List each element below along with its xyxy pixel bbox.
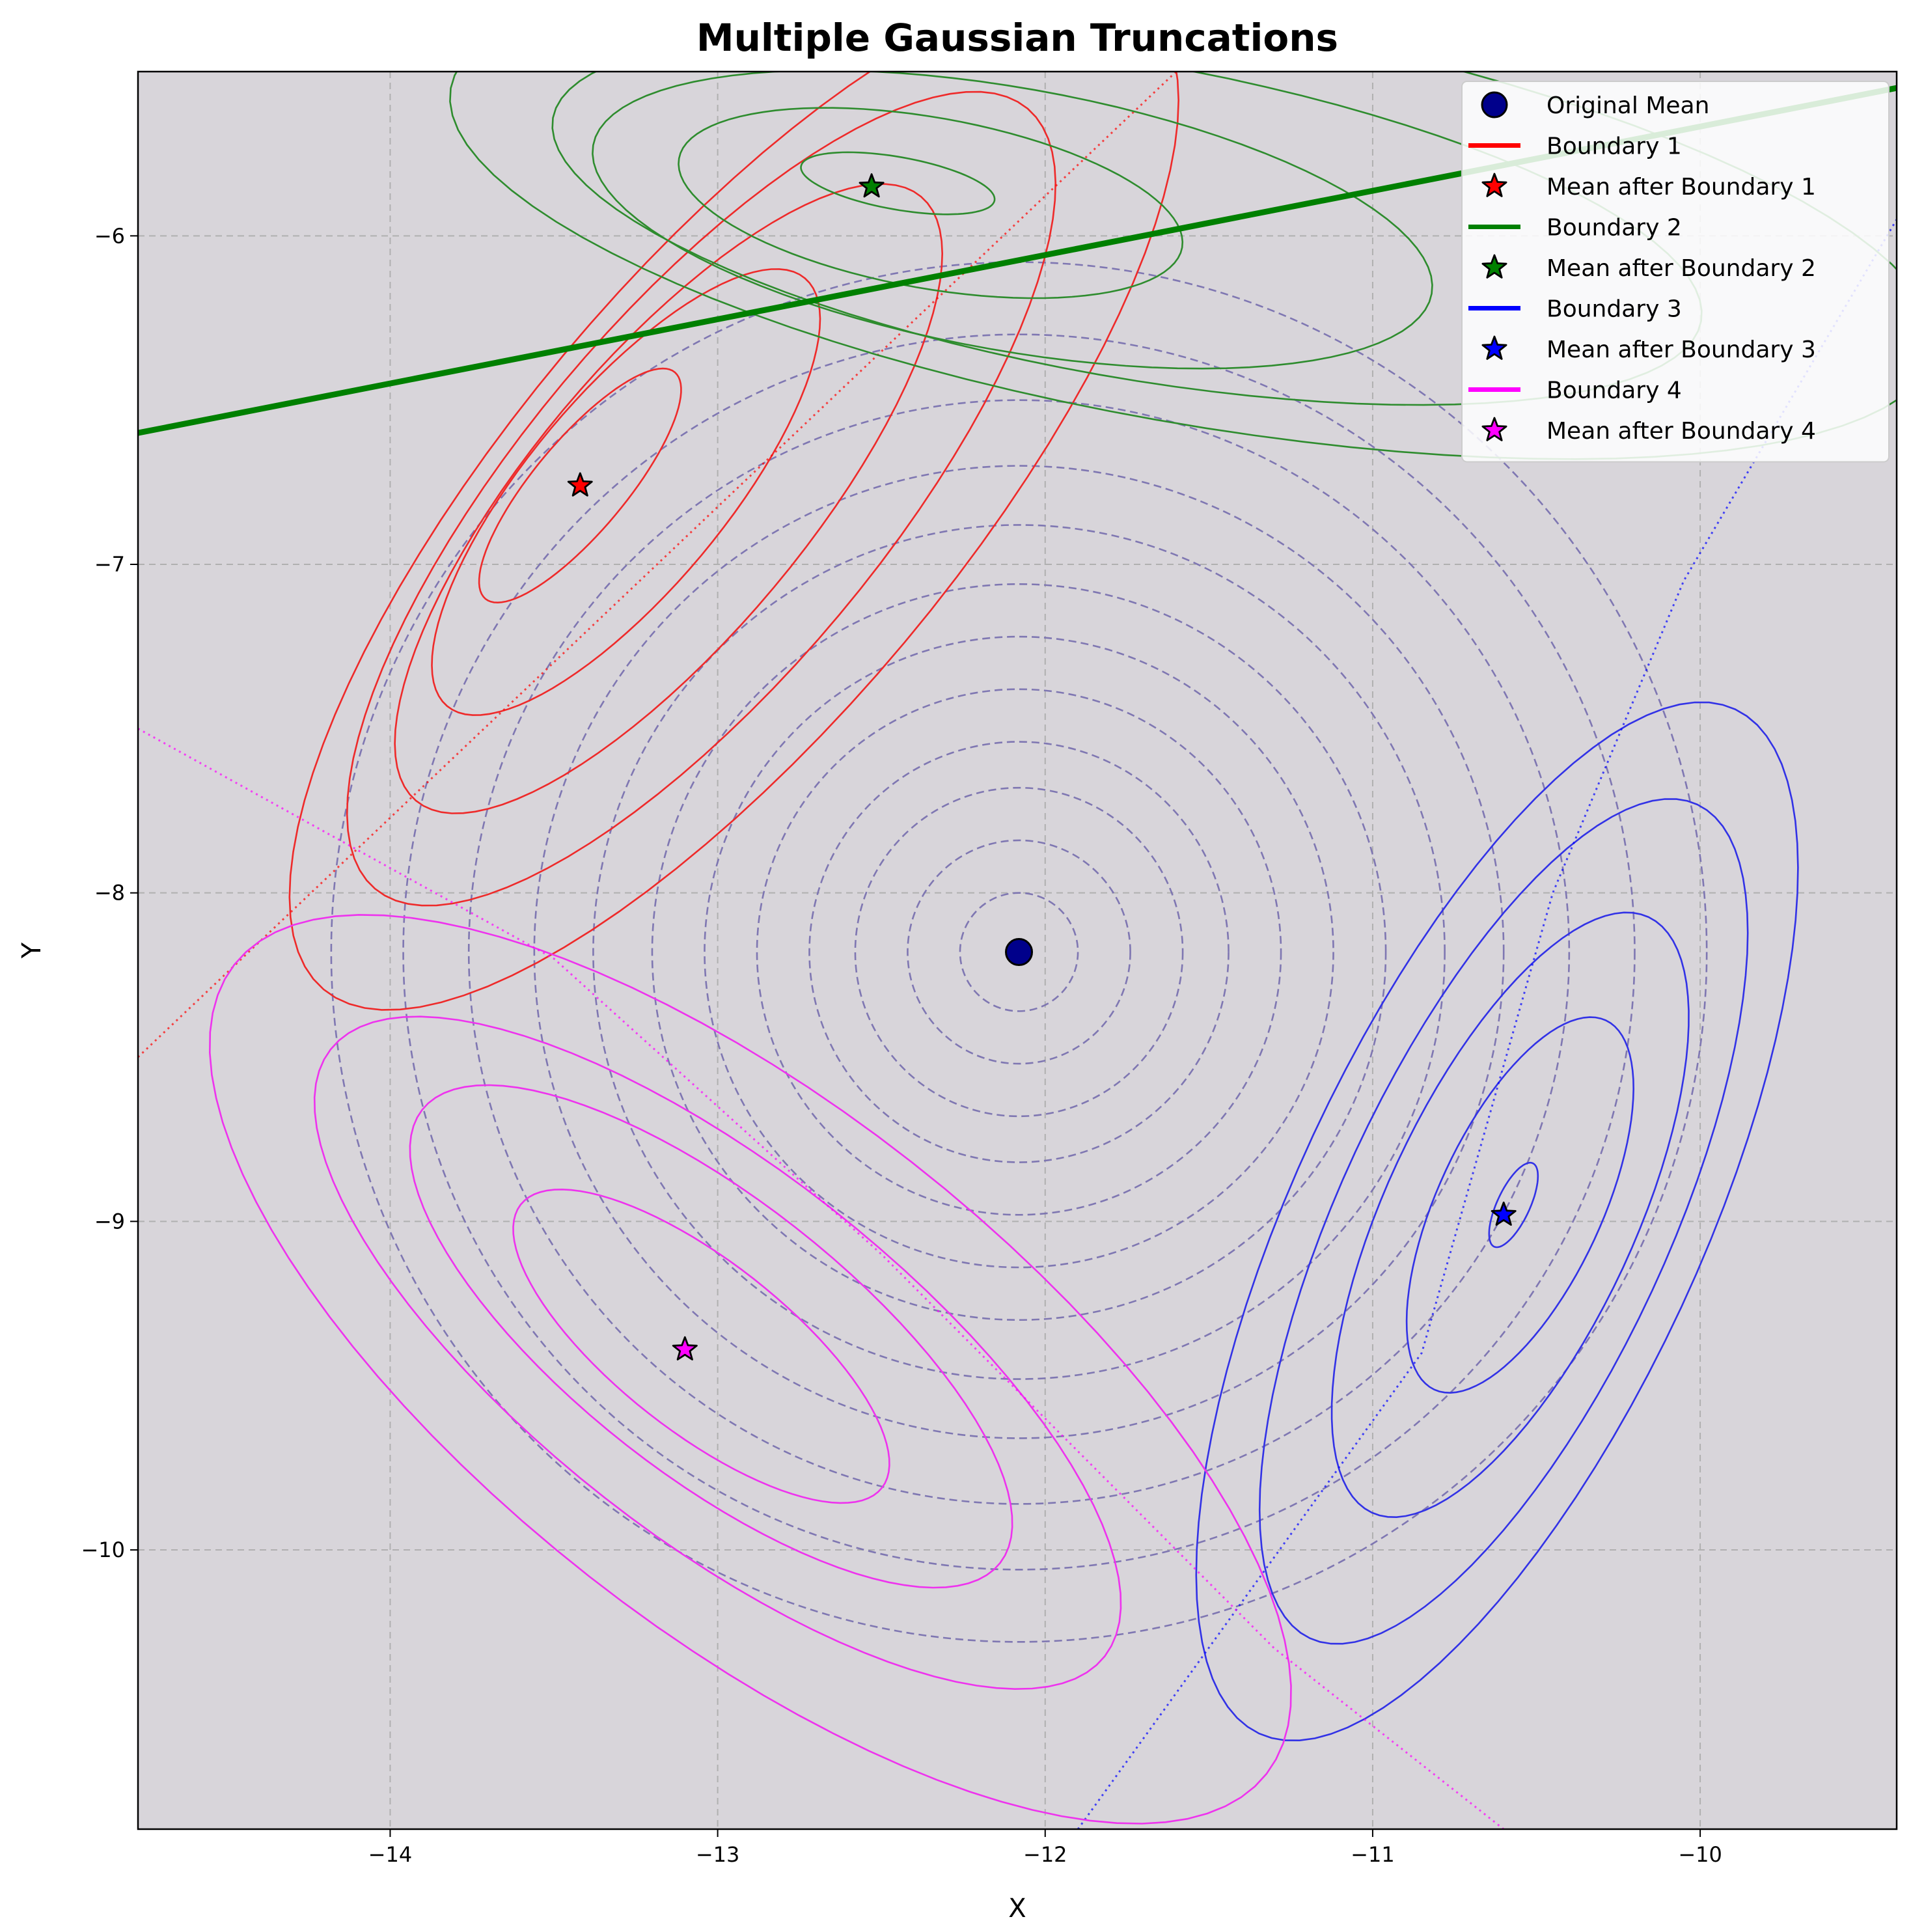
- y-tick-label: −10: [81, 1538, 125, 1562]
- boundary-1-contour: [346, 90, 1057, 907]
- boundary-4-mean-marker: [672, 1336, 698, 1360]
- x-axis-label: X: [1008, 1894, 1026, 1924]
- legend-marker: [1481, 417, 1507, 441]
- original-contour: [907, 839, 1131, 1065]
- boundary-2-contour: [592, 72, 1433, 370]
- original-mean-marker: [1005, 938, 1034, 967]
- boundary-2-contour: [800, 151, 996, 215]
- original-contour: [808, 741, 1230, 1163]
- legend-marker: [1481, 172, 1507, 197]
- x-tick-label: −11: [1351, 1842, 1395, 1867]
- plot-data: [138, 72, 1897, 1829]
- x-tick-label: −14: [368, 1842, 413, 1867]
- boundary-1-mean-marker: [567, 472, 593, 497]
- original-contour: [959, 892, 1079, 1012]
- legend-box: [1461, 81, 1890, 463]
- boundary-3-contour: [1330, 911, 1690, 1519]
- boundary-3-contour: [1488, 1161, 1539, 1249]
- legend-marker: [1481, 335, 1507, 360]
- axes: −14 −13 −12 −11 −10 −6 −7 −8 −9 −10: [81, 223, 1722, 1867]
- original-contour: [704, 635, 1334, 1269]
- legend-label: Mean after Boundary 4: [1547, 418, 1816, 445]
- boundary-4-contour: [313, 1015, 1122, 1690]
- boundary-2-contour: [551, 72, 1703, 406]
- original-contour: [651, 583, 1387, 1321]
- boundary-3-contour: [1258, 798, 1749, 1645]
- y-tick-label: −9: [94, 1209, 125, 1234]
- legend-label: Boundary 3: [1547, 296, 1682, 323]
- legend-label: Boundary 2: [1547, 215, 1682, 242]
- y-axis-label: Y: [17, 942, 47, 959]
- x-tick-label: −13: [696, 1842, 740, 1867]
- legend-label: Boundary 1: [1547, 133, 1682, 160]
- x-tick-label: −12: [1023, 1842, 1067, 1867]
- boundary-3-contour: [1195, 701, 1799, 1742]
- boundary-1-contour: [288, 72, 1180, 1011]
- legend-marker: [1481, 254, 1507, 279]
- y-tick-label: −6: [94, 223, 125, 248]
- legend-label: Boundary 4: [1547, 378, 1682, 404]
- original-contour: [592, 524, 1446, 1380]
- plot-frame: [137, 70, 1898, 1830]
- boundary-1-line: [138, 72, 1177, 1058]
- chart-title: Multiple Gaussian Truncations: [696, 16, 1338, 60]
- y-tick-label: −7: [94, 552, 125, 577]
- x-tick-label: −10: [1678, 1842, 1722, 1867]
- legend-marker: [1481, 91, 1508, 118]
- y-tick-label: −8: [94, 881, 125, 905]
- boundary-4-contour: [409, 1084, 1013, 1589]
- legend-label: Original Mean: [1547, 92, 1709, 119]
- boundary-4-contour: [512, 1188, 890, 1504]
- boundary-2-mean-marker: [859, 173, 885, 198]
- original-contour: [756, 688, 1282, 1216]
- legend-label: Mean after Boundary 1: [1547, 174, 1816, 200]
- boundary-1-contour: [478, 367, 682, 604]
- original-contour: [467, 399, 1571, 1505]
- boundary-4-line: [138, 727, 1505, 1829]
- boundary-4-contour: [208, 914, 1292, 1825]
- original-contour: [533, 465, 1505, 1439]
- legend: Original Mean Boundary 1 Mean after Bounda…: [1461, 81, 1890, 463]
- boundary-2-contour: [678, 107, 1184, 299]
- original-contour: [854, 786, 1184, 1118]
- legend-label: Mean after Boundary 2: [1547, 255, 1816, 282]
- original-contour: [402, 333, 1636, 1571]
- legend-label: Mean after Boundary 3: [1547, 337, 1816, 363]
- boundary-1-contour: [394, 183, 944, 814]
- boundary-3-mean-marker: [1491, 1201, 1517, 1226]
